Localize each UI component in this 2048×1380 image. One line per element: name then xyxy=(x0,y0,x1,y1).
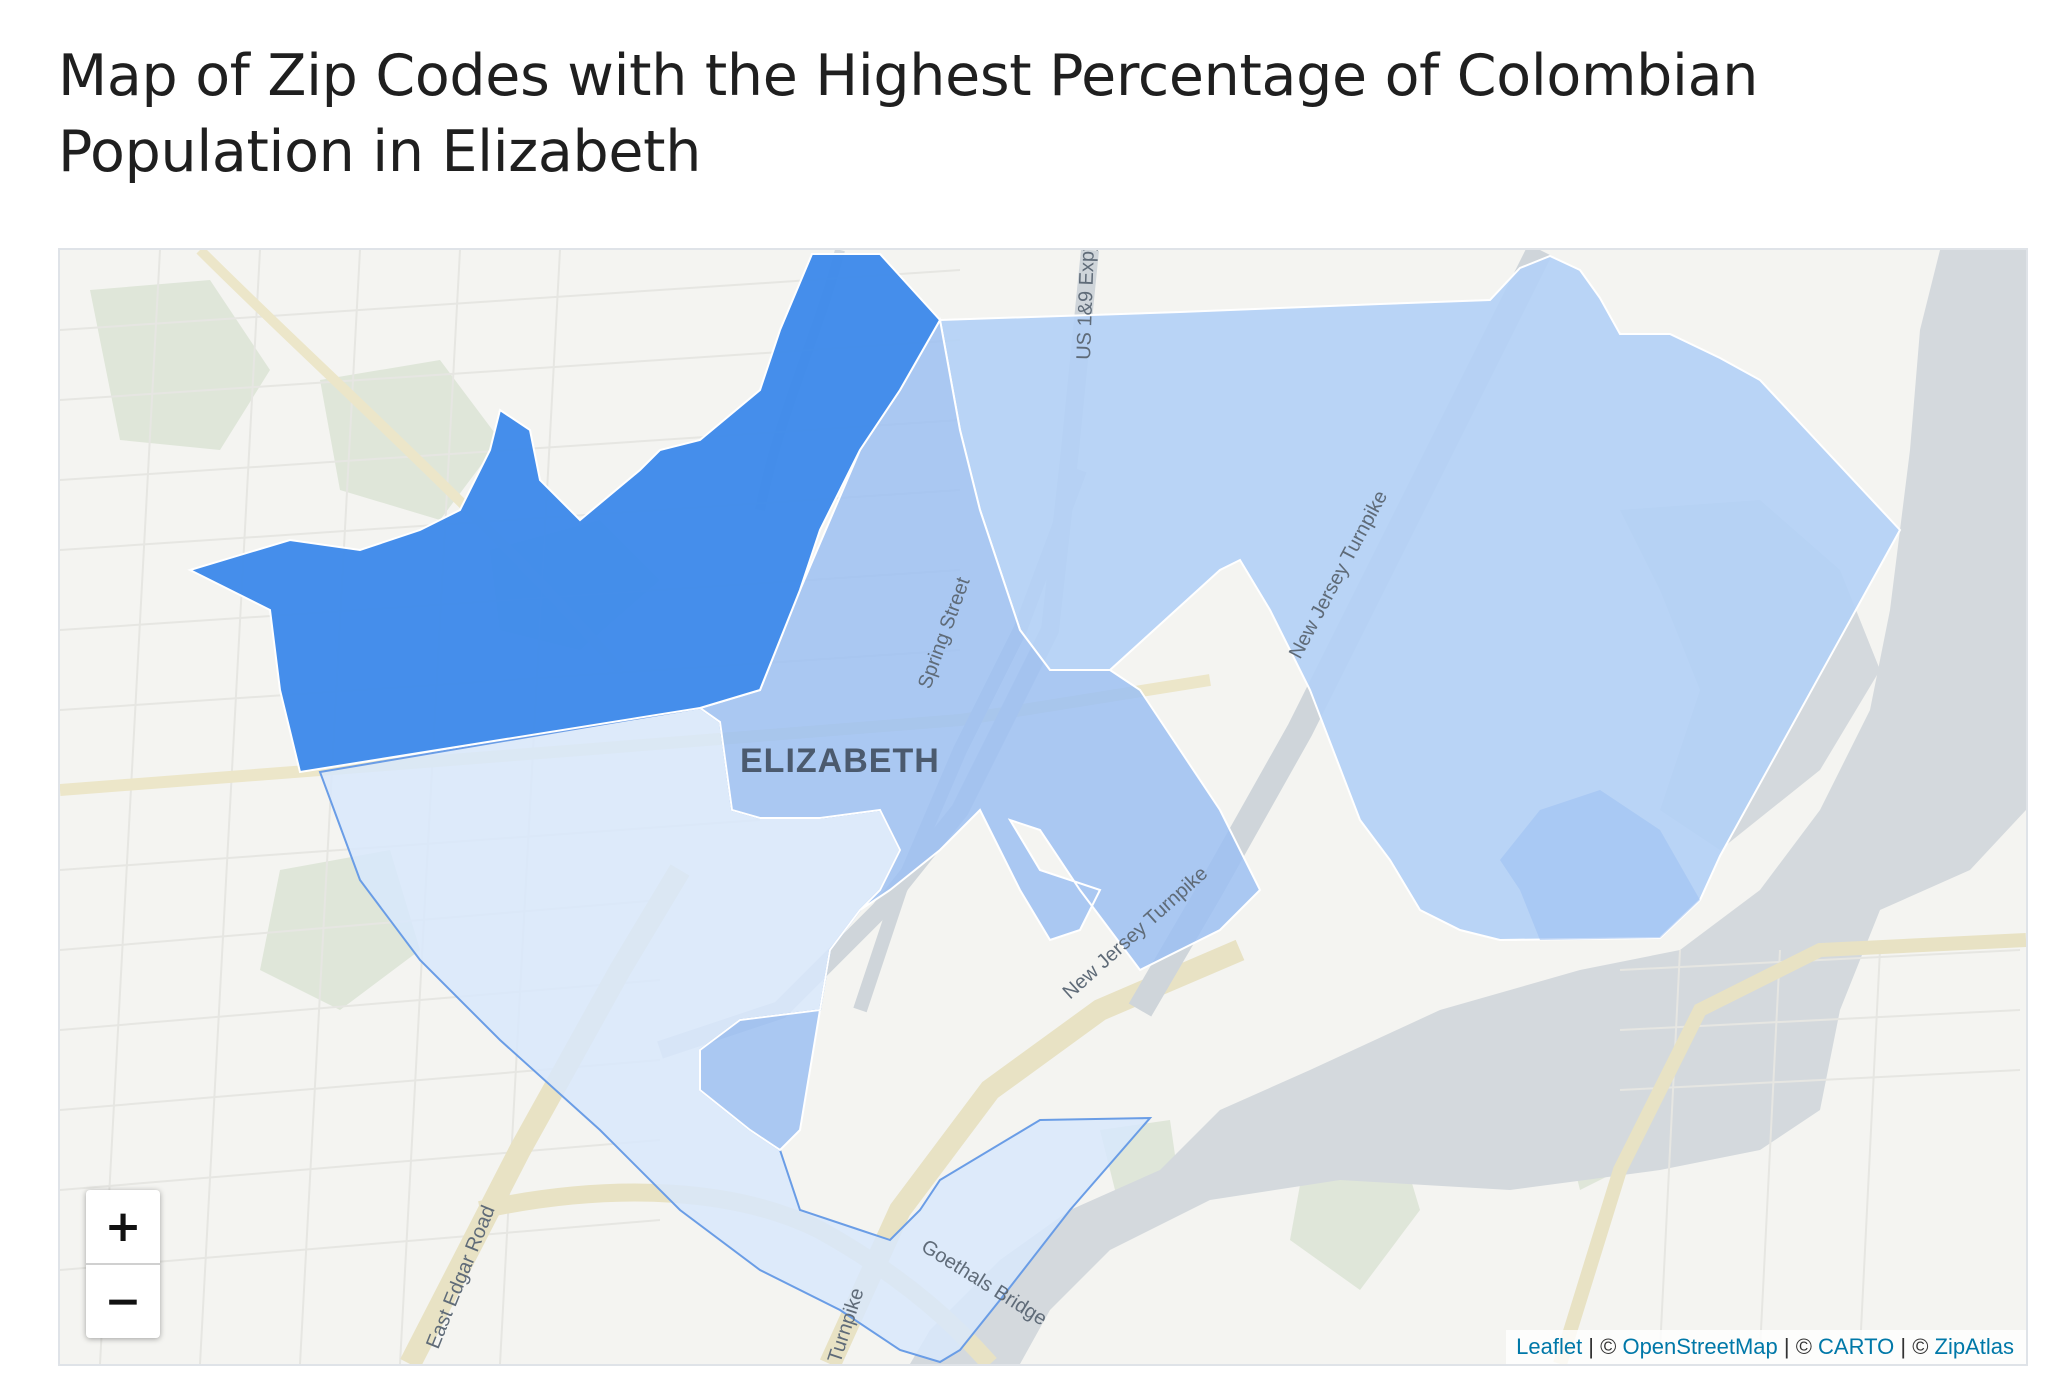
zipatlas-link[interactable]: ZipAtlas xyxy=(1934,1334,2014,1359)
zip-areas[interactable] xyxy=(187,253,1902,1364)
zoom-control: + − xyxy=(86,1190,160,1338)
zoom-in-button[interactable]: + xyxy=(86,1190,160,1265)
carto-link[interactable]: CARTO xyxy=(1818,1334,1895,1359)
road-route-east xyxy=(1553,933,2026,1364)
map-attribution: Leaflet | © OpenStreetMap | © CARTO | © … xyxy=(1506,1330,2026,1364)
openstreetmap-link[interactable]: OpenStreetMap xyxy=(1622,1334,1778,1359)
attribution-separator: | © xyxy=(1777,1334,1819,1359)
newark-bay xyxy=(910,250,2026,1364)
city-label: ELIZABETH xyxy=(740,742,940,780)
attribution-separator: | © xyxy=(1894,1334,1935,1359)
zip-area-central[interactable] xyxy=(697,317,1262,1152)
map-container[interactable]: ELIZABETH US 1&9 Expy Spring Street New … xyxy=(58,248,2028,1366)
attribution-separator: | © xyxy=(1582,1334,1623,1359)
zoom-out-button[interactable]: − xyxy=(104,1276,142,1327)
map-canvas[interactable]: ELIZABETH US 1&9 Expy Spring Street New … xyxy=(60,250,2026,1364)
zip-area-east-inner xyxy=(1500,790,1700,940)
page-title: Map of Zip Codes with the Highest Percen… xyxy=(58,43,1759,185)
road-label-us19: US 1&9 Expy xyxy=(1073,250,1099,360)
zip-area-northwest[interactable] xyxy=(187,253,942,774)
leaflet-link[interactable]: Leaflet xyxy=(1516,1334,1583,1359)
